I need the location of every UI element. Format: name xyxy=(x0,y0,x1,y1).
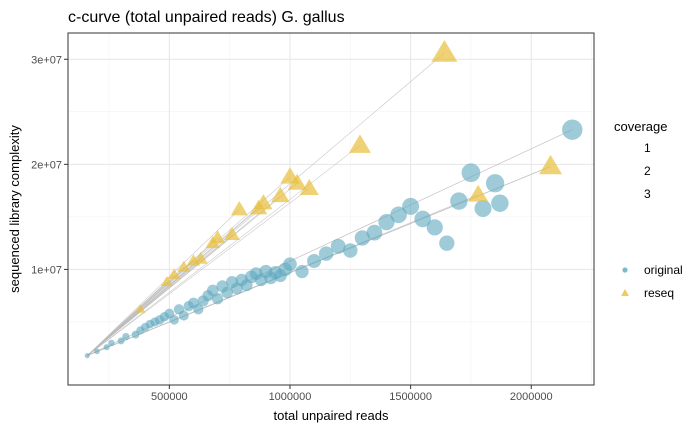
x-tick-label: 1500000 xyxy=(389,391,432,403)
data-point-original xyxy=(94,349,100,355)
data-point-original xyxy=(85,353,90,358)
data-point-original xyxy=(108,340,115,347)
y-tick-label: 3e+07 xyxy=(31,54,62,66)
legend-key-original xyxy=(622,267,627,272)
data-point-original xyxy=(122,333,129,340)
x-tick-label: 2000000 xyxy=(510,391,553,403)
y-axis-title: sequenced library complexity xyxy=(7,125,22,293)
y-tick-label: 2e+07 xyxy=(31,159,62,171)
data-point-original xyxy=(462,163,481,182)
data-point-original xyxy=(486,174,504,192)
x-tick-label: 500000 xyxy=(151,391,188,403)
data-point-original xyxy=(179,311,189,321)
data-point-original xyxy=(307,254,321,268)
data-point-original xyxy=(439,235,454,250)
x-tick-label: 1000000 xyxy=(269,391,312,403)
data-point-original xyxy=(367,225,383,241)
data-point-original xyxy=(283,257,297,271)
data-point-original xyxy=(427,219,443,235)
data-point-original xyxy=(450,192,467,209)
data-point-original xyxy=(295,265,308,278)
data-point-original xyxy=(491,194,508,211)
data-point-original xyxy=(104,344,110,350)
data-point-original xyxy=(562,119,582,139)
chart-title: c-curve (total unpaired reads) G. gallus xyxy=(68,9,345,26)
data-point-original xyxy=(169,315,178,324)
size-legend-label: 1 xyxy=(644,141,651,155)
size-legend-label: 2 xyxy=(644,164,651,178)
color-legend-label: original xyxy=(644,263,683,277)
data-point-original xyxy=(212,293,223,304)
data-point-original xyxy=(402,198,419,215)
data-point-original xyxy=(343,243,358,258)
size-legend-label: 3 xyxy=(644,187,651,201)
x-axis-title: total unpaired reads xyxy=(274,408,389,423)
color-legend-label: reseq xyxy=(644,286,674,300)
size-legend-title: coverage xyxy=(614,119,667,134)
data-point-original xyxy=(474,200,491,217)
y-tick-label: 1e+07 xyxy=(31,264,62,276)
